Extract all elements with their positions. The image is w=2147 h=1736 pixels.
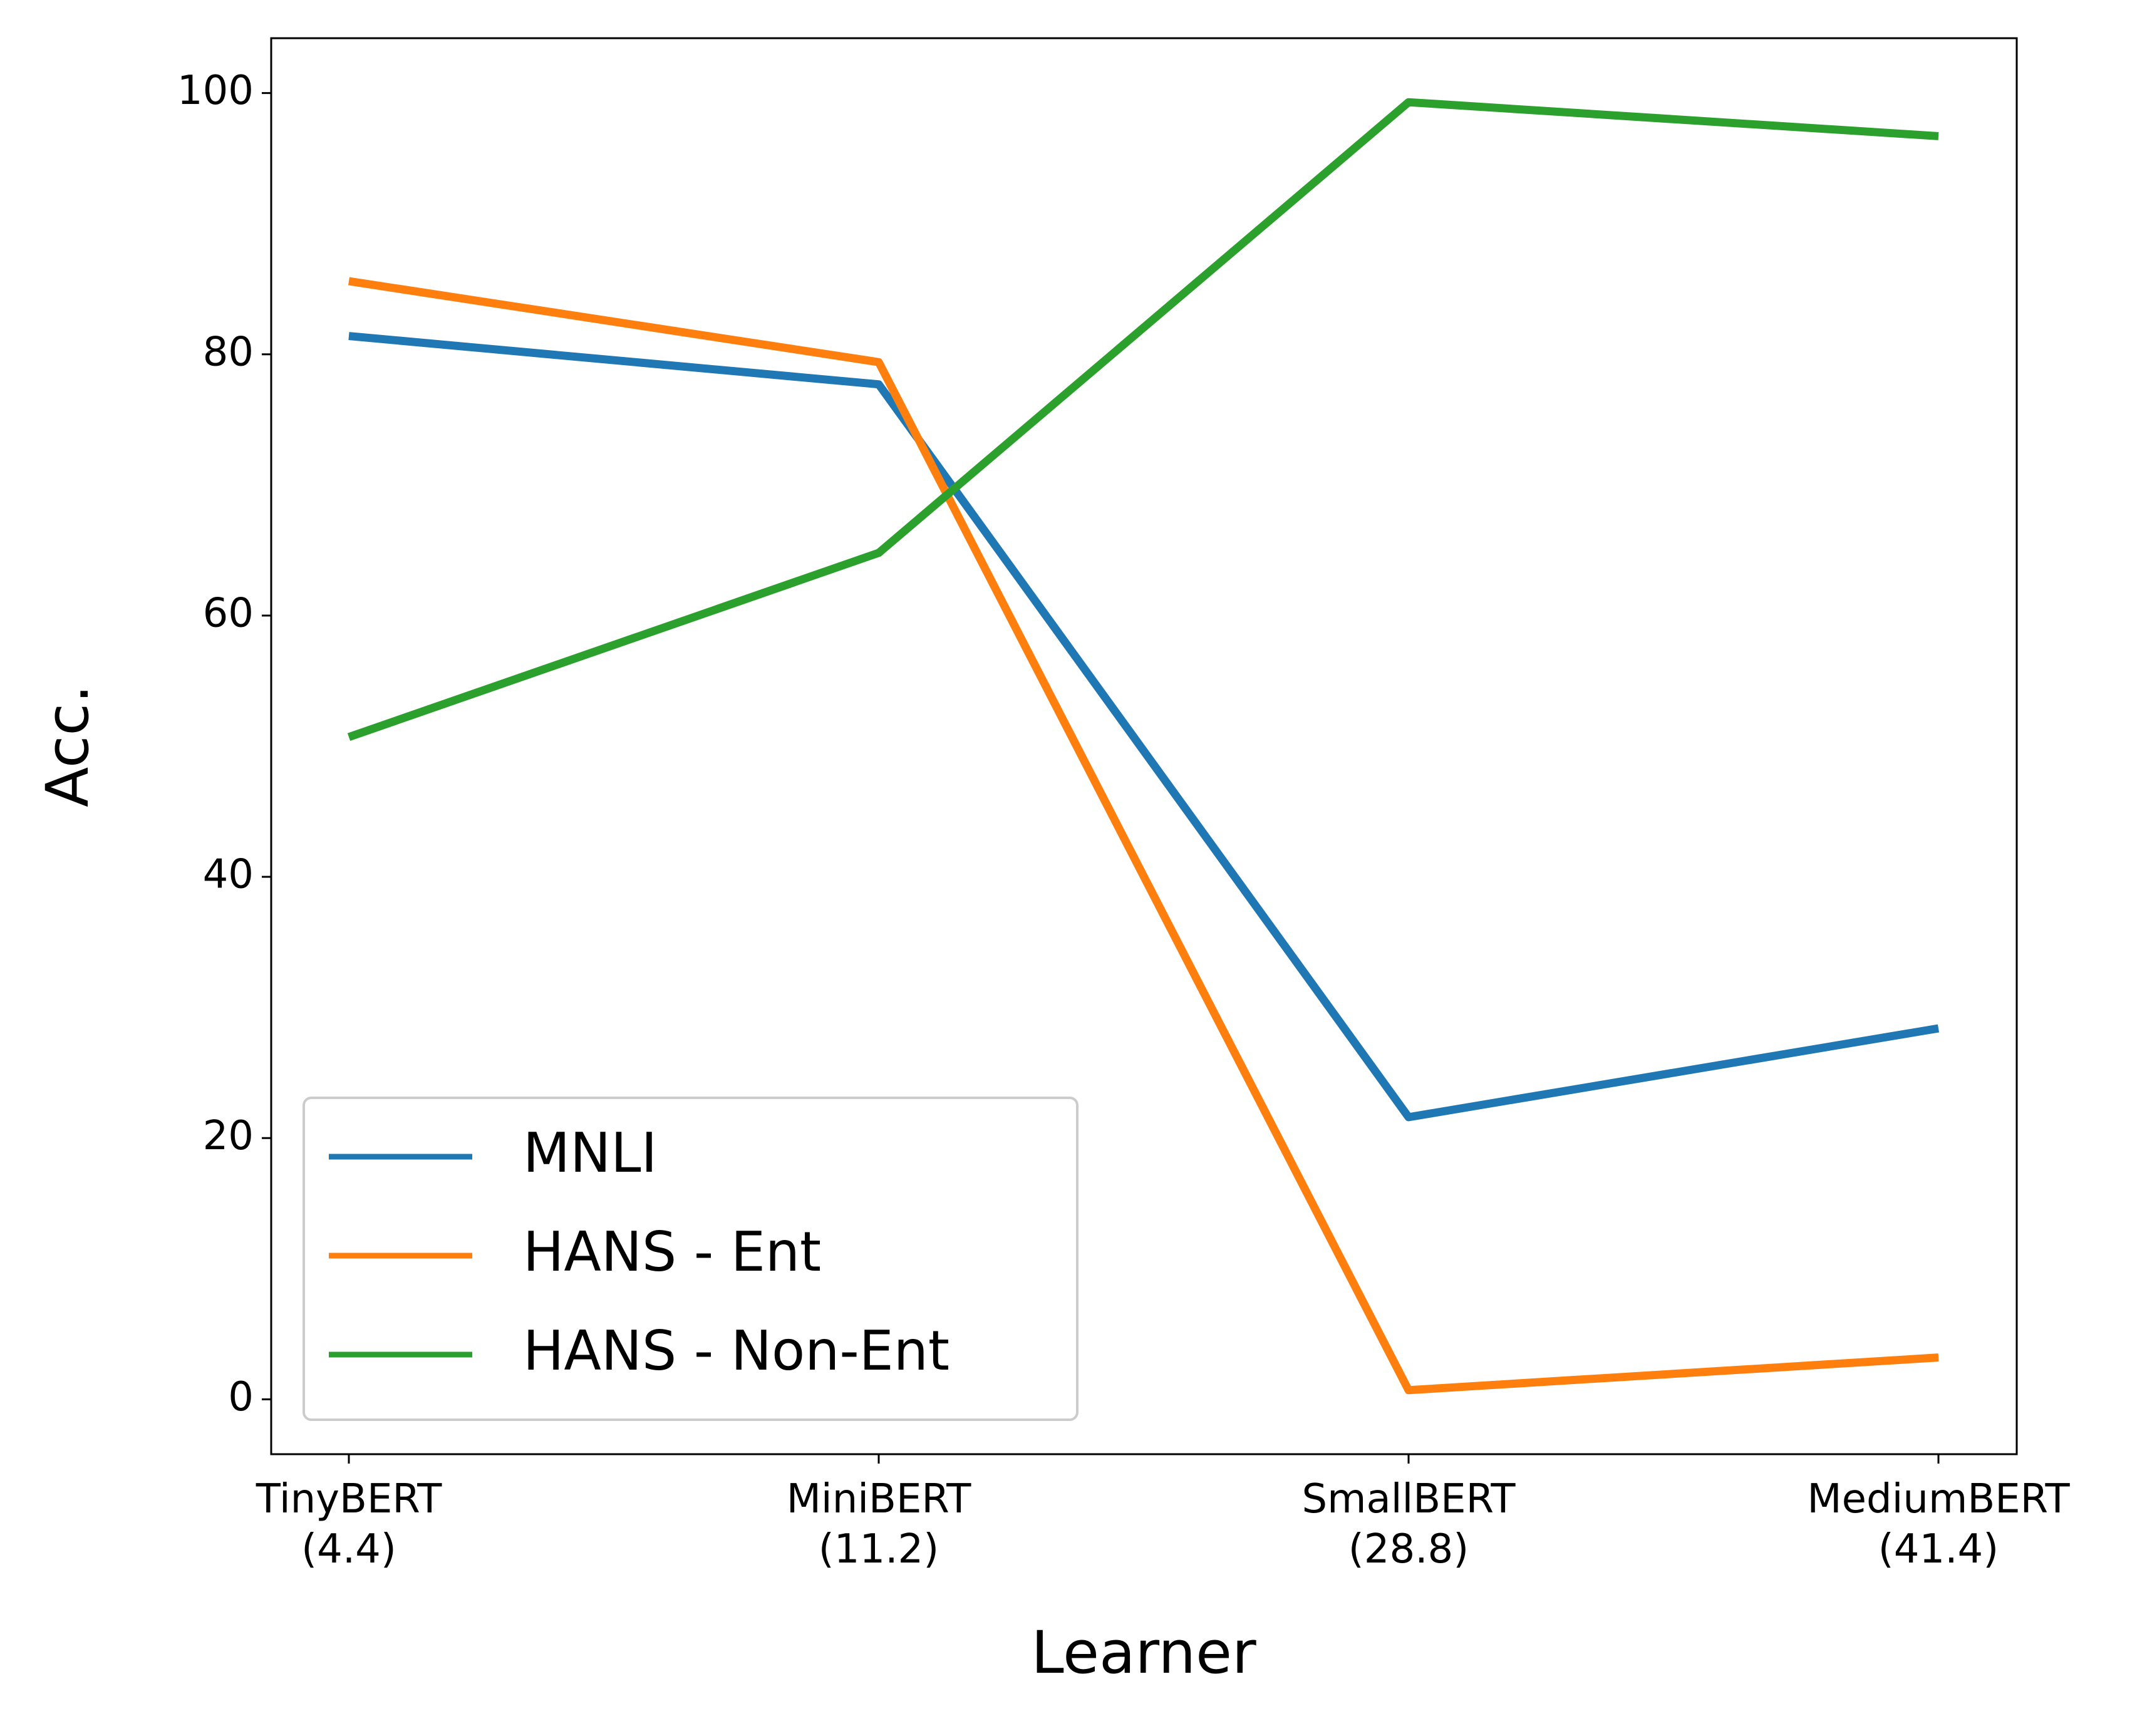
plot-frame [270, 37, 2018, 1455]
legend-label: HANS - Ent [523, 1220, 821, 1284]
x-tick-label: MiniBERT (11.2) [786, 1476, 971, 1573]
y-axis-label: Acc. [34, 685, 102, 807]
legend-box [303, 1097, 1079, 1421]
x-tick-label: MediumBERT (41.4) [1807, 1476, 2070, 1573]
y-tick-label: 40 [203, 852, 254, 898]
legend-label: MNLI [523, 1121, 657, 1185]
x-tick-label: SmallBERT (28.8) [1301, 1476, 1516, 1573]
y-tick-label: 20 [203, 1113, 254, 1159]
legend-label: HANS - Non-Ent [523, 1319, 949, 1383]
series-line [348, 332, 1940, 1122]
y-tick-label: 100 [177, 68, 254, 114]
y-tick-label: 60 [203, 590, 254, 636]
series-line [347, 98, 1939, 741]
y-tick-label: 80 [203, 329, 254, 375]
series-line [348, 277, 1939, 1395]
x-axis-label: Learner [1031, 1619, 1256, 1687]
x-tick-label: TinyBERT (4.4) [256, 1476, 442, 1573]
y-tick-label: 0 [228, 1374, 254, 1420]
